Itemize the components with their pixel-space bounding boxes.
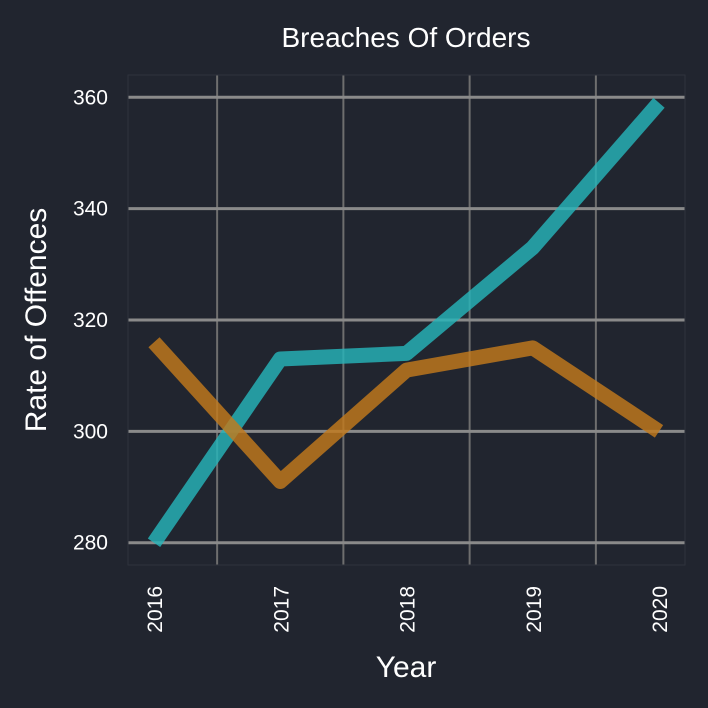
y-tick-label: 280 [73,532,108,555]
y-tick-label: 340 [73,198,108,221]
y-axis-title: Rate of Offences [20,208,53,433]
x-tick-label: 2020 [649,586,672,633]
series-group [147,97,665,547]
series-line-2 [148,337,664,489]
x-tick-label: 2016 [144,586,167,633]
y-tick-label: 300 [73,420,108,443]
x-tick-label: 2019 [523,586,546,633]
x-tick-label: 2018 [397,586,420,633]
chart-title: Breaches Of Orders [282,22,531,53]
y-tick-label: 360 [73,86,108,109]
x-tick-label: 2017 [270,586,293,633]
series-line-1 [147,97,665,547]
plot-panel [127,74,686,566]
x-axis-title: Year [376,651,437,684]
y-tick-label: 320 [73,309,108,332]
x-axis-ticks: 2016 2017 2018 2019 2020 [144,586,672,633]
grid [128,75,685,565]
y-axis-ticks: 280 300 320 340 360 [73,86,108,554]
